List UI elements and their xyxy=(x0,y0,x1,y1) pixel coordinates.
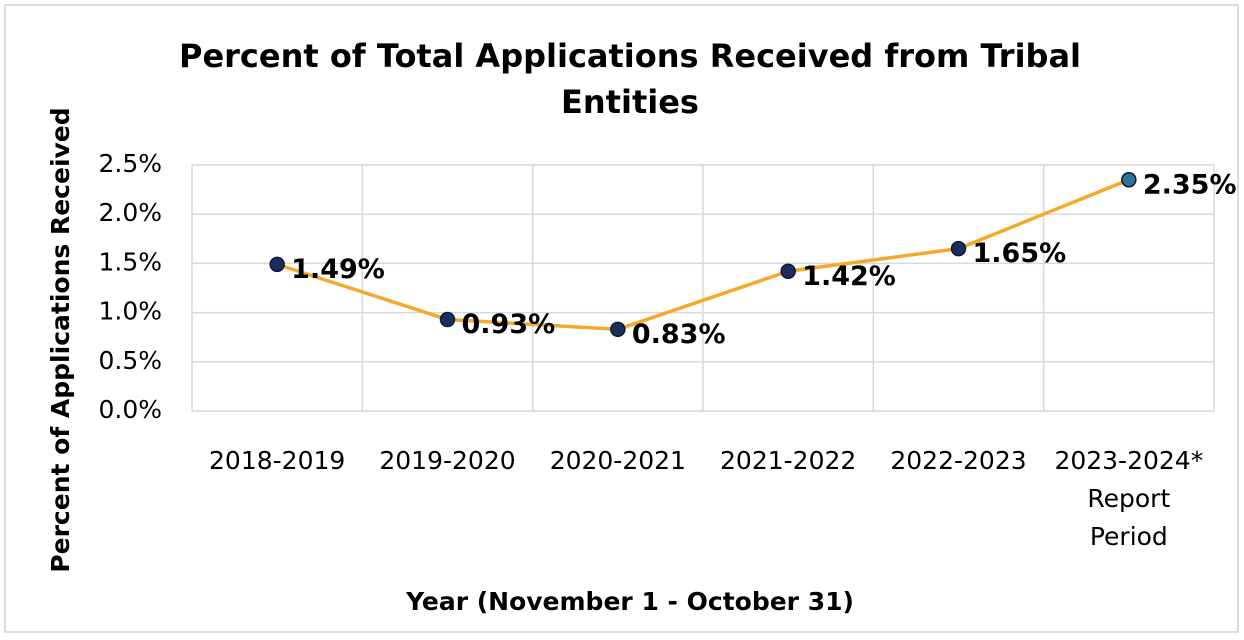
data-point xyxy=(1121,172,1137,188)
series-line xyxy=(276,178,1130,332)
y-tick-label: 0.0% xyxy=(98,395,162,424)
y-tick-label: 1.0% xyxy=(98,297,162,326)
data-label: 1.65% xyxy=(973,238,1067,269)
x-tick-label: 2023-2024* Report Period xyxy=(1054,446,1203,551)
y-axis-title: Percent of Applications Received xyxy=(46,107,75,572)
x-tick-label: 2022-2023 xyxy=(890,446,1026,475)
chart-frame xyxy=(4,4,1239,633)
data-label: 0.83% xyxy=(632,319,726,350)
data-label: 2.35% xyxy=(1143,169,1237,200)
y-tick-label: 2.0% xyxy=(98,198,162,227)
data-label: 1.49% xyxy=(291,254,385,285)
x-tick-label: 2018-2019 xyxy=(209,446,345,475)
grid xyxy=(191,164,1215,412)
y-tick-label: 0.5% xyxy=(98,346,162,375)
x-axis-title: Year (November 1 - October 31) xyxy=(405,587,854,616)
data-point xyxy=(610,321,626,338)
data-point xyxy=(780,263,796,280)
data-label: 0.93% xyxy=(462,309,556,340)
data-point xyxy=(950,240,967,257)
y-tick-label: 1.5% xyxy=(98,247,162,276)
data-label: 1.42% xyxy=(802,261,896,292)
y-tick-label: 2.5% xyxy=(98,149,162,178)
x-tick-label: 2019-2020 xyxy=(379,446,515,475)
x-tick-label: 2021-2022 xyxy=(720,446,856,475)
data-point xyxy=(269,256,285,273)
x-tick-label: 2020-2021 xyxy=(550,446,686,475)
chart-title: Percent of Total Applications Received f… xyxy=(179,37,1081,121)
data-point xyxy=(439,311,456,328)
